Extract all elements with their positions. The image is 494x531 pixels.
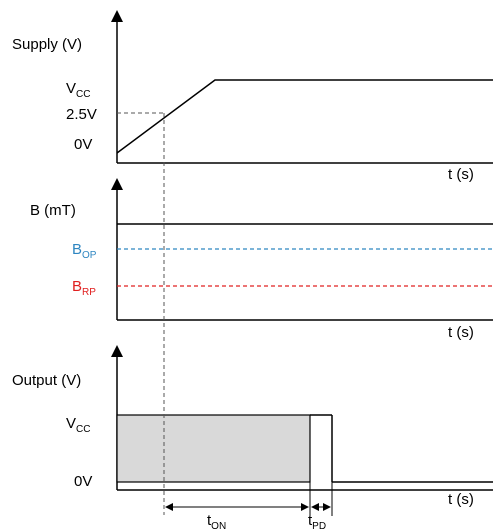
supply-y-axis-arrow-icon: [111, 10, 123, 22]
supply-t-label: t (s): [448, 166, 474, 183]
field-y-label: B (mT): [30, 202, 76, 219]
supply-zero-label: 0V: [74, 136, 92, 153]
output-zero-label: 0V: [74, 473, 92, 490]
ton-label: tON: [207, 512, 226, 531]
output-panel: Output (V) VCC 0V t (s): [12, 345, 493, 508]
field-y-axis-arrow-icon: [111, 178, 123, 190]
supply-vcc-label: VCC: [66, 80, 90, 100]
output-t-label: t (s): [448, 491, 474, 508]
supply-threshold-label: 2.5V: [66, 106, 97, 123]
field-t-label: t (s): [448, 324, 474, 341]
output-undefined-region: [116, 414, 311, 483]
supply-ramp-curve: [116, 79, 493, 154]
timing-intervals: tON tPD: [165, 482, 333, 531]
output-y-label: Output (V): [12, 372, 81, 389]
brp-label: BRP: [72, 278, 96, 298]
field-panel: B (mT) BOP BRP t (s): [30, 178, 493, 341]
supply-panel: Supply (V) VCC 2.5V 0V t (s): [12, 10, 493, 183]
supply-y-label: Supply (V): [12, 36, 82, 53]
output-vcc-label: VCC: [66, 415, 90, 435]
output-y-axis-arrow-icon: [111, 345, 123, 357]
bop-label: BOP: [72, 241, 97, 261]
tpd-label: tPD: [308, 512, 326, 531]
